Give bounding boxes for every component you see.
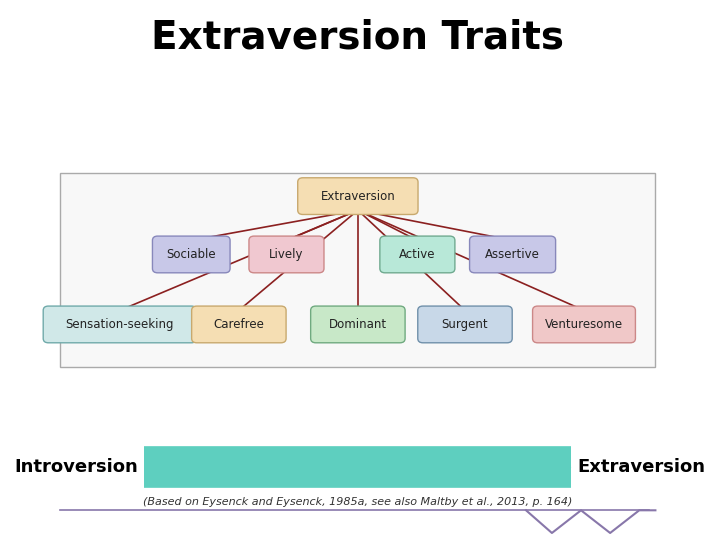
FancyBboxPatch shape bbox=[533, 306, 636, 343]
FancyBboxPatch shape bbox=[418, 306, 512, 343]
Text: Dominant: Dominant bbox=[329, 318, 387, 331]
Text: Introversion: Introversion bbox=[14, 458, 138, 476]
FancyBboxPatch shape bbox=[249, 236, 324, 273]
Text: Sensation-seeking: Sensation-seeking bbox=[66, 318, 174, 331]
Text: Active: Active bbox=[399, 248, 436, 261]
FancyBboxPatch shape bbox=[310, 306, 405, 343]
FancyBboxPatch shape bbox=[60, 173, 655, 367]
Text: Surgent: Surgent bbox=[441, 318, 488, 331]
FancyBboxPatch shape bbox=[380, 236, 455, 273]
Text: Venturesome: Venturesome bbox=[545, 318, 623, 331]
Text: Extraversion Traits: Extraversion Traits bbox=[151, 19, 564, 57]
FancyBboxPatch shape bbox=[43, 306, 197, 343]
FancyBboxPatch shape bbox=[298, 178, 418, 214]
Text: (Based on Eysenck and Eysenck, 1985a, see also Maltby et al., 2013, p. 164): (Based on Eysenck and Eysenck, 1985a, se… bbox=[143, 497, 572, 507]
FancyBboxPatch shape bbox=[192, 306, 286, 343]
Text: Lively: Lively bbox=[269, 248, 304, 261]
Text: Extraversion: Extraversion bbox=[577, 458, 706, 476]
FancyBboxPatch shape bbox=[153, 236, 230, 273]
Text: Assertive: Assertive bbox=[485, 248, 540, 261]
Text: Extraversion: Extraversion bbox=[320, 190, 395, 202]
Text: Carefree: Carefree bbox=[213, 318, 264, 331]
FancyBboxPatch shape bbox=[469, 236, 556, 273]
Text: Sociable: Sociable bbox=[166, 248, 216, 261]
